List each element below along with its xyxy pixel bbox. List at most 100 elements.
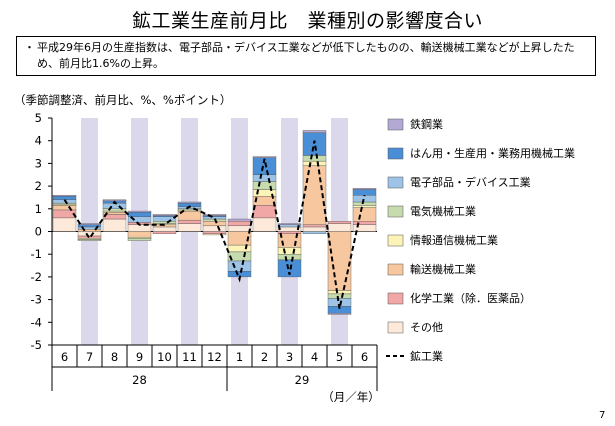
x-tick-label: 6 (61, 350, 68, 364)
y-tick-label: -3 (31, 293, 42, 307)
legend-label: 輸送機械工業 (410, 262, 476, 276)
bar-segment (277, 253, 302, 261)
y-tick-label: -2 (31, 270, 42, 284)
bar-segment (252, 156, 277, 158)
bar-segment (202, 221, 227, 227)
legend-swatch (387, 205, 404, 218)
bar-segment (127, 224, 152, 232)
bar-segment (277, 247, 302, 255)
page-title: 鉱工業生産前月比 業種別の影響度合い (131, 10, 483, 32)
y-tick-label: 1 (35, 202, 42, 216)
bar-segment (302, 130, 327, 133)
bar-segment (302, 231, 327, 234)
bar-segment (252, 217, 277, 232)
x-tick-label: 10 (157, 350, 172, 364)
bar-segment (202, 231, 227, 234)
legend-swatch (387, 321, 404, 334)
legend-swatch (387, 147, 404, 160)
x-axis-unit-label: （月／年） (322, 390, 380, 404)
x-tick-label: 3 (286, 350, 293, 364)
x-tick-label: 9 (136, 350, 143, 364)
bar-segment (227, 221, 252, 227)
bar-segment (352, 188, 377, 190)
bar-segment (127, 238, 152, 241)
bar-segment (252, 205, 277, 219)
legend-swatch (387, 292, 404, 305)
x-tick-label: 1 (236, 350, 243, 364)
total-line (63, 140, 366, 309)
y-tick-label: 3 (35, 156, 42, 170)
x-tick-label: 12 (207, 350, 222, 364)
bar-segment (177, 201, 202, 204)
bar-segment (177, 223, 202, 232)
legend-label: 電子部品・デバイス工業 (410, 175, 531, 189)
bar-segment (202, 233, 227, 236)
legend-label: 情報通信機械工業 (410, 233, 498, 247)
bar-segment (152, 226, 177, 232)
legend-swatch (387, 263, 404, 276)
bar-segment (77, 229, 102, 232)
bar-segment (202, 216, 227, 220)
legend-swatch (387, 118, 404, 131)
y-tick-label: -5 (31, 338, 42, 352)
bar-segment (252, 181, 277, 190)
bar-segment (327, 221, 352, 224)
bar-segment (302, 160, 327, 166)
bar-segment (352, 221, 377, 225)
x-tick-label: 8 (111, 350, 118, 364)
bar-segment (52, 205, 77, 211)
bar-segment (227, 218, 252, 222)
x-tick-label: 2 (261, 350, 268, 364)
bar-segment (202, 225, 227, 232)
bar-segment (327, 293, 352, 299)
y-tick-label: -4 (31, 315, 42, 329)
legend-swatch (387, 234, 404, 247)
bar-segment (77, 223, 102, 225)
bar-segment (202, 214, 227, 216)
bar-segment (252, 174, 277, 182)
bar-segment (102, 218, 127, 232)
legend-label: 化学工業（除．医薬品） (410, 291, 531, 305)
bar-segment (327, 223, 352, 232)
bar-segment (302, 132, 327, 156)
bar-segment (77, 231, 102, 237)
bar-segment (52, 217, 77, 232)
bar-segment (177, 219, 202, 224)
bar-segment (277, 223, 302, 225)
year-label: 29 (295, 373, 310, 387)
summary-bullet: ・ (24, 41, 35, 54)
bar-segment (152, 221, 177, 224)
y-tick-label: 5 (35, 111, 42, 125)
x-tick-label: 7 (86, 350, 93, 364)
legend-label: 電気機械工業 (410, 204, 476, 218)
x-tick-label: 6 (361, 350, 368, 364)
bar-segment (52, 196, 77, 200)
bar-segment (227, 225, 252, 232)
legend-label: 鉄鋼業 (410, 117, 443, 131)
y-tick-label: 4 (35, 134, 42, 148)
bar-segment (352, 207, 377, 222)
legend-swatch (387, 176, 404, 189)
bar-segment (77, 235, 102, 239)
x-tick-label: 11 (182, 350, 197, 364)
bar-segment (327, 313, 352, 315)
bar-segment (352, 201, 377, 206)
y-tick-label: -1 (31, 247, 42, 261)
x-tick-label: 4 (311, 350, 318, 364)
bar-segment (352, 205, 377, 208)
page-number: 7 (599, 410, 606, 421)
bar-segment (352, 189, 377, 196)
bar-segment (127, 210, 152, 213)
bar-segment (302, 224, 327, 228)
bar-segment (127, 231, 152, 238)
bar-segment (227, 260, 252, 272)
bar-segment (152, 231, 177, 234)
bar-segment (77, 239, 102, 241)
bar-segment (302, 226, 327, 232)
y-tick-label: 2 (35, 179, 42, 193)
bar-segment (302, 155, 327, 162)
y-tick-label: 0 (35, 225, 42, 239)
summary-text: 平成29年6月の生産指数は、電子部品・デバイス工業などが低下したものの、輸送機械… (37, 41, 575, 70)
bar-segment (152, 214, 177, 216)
